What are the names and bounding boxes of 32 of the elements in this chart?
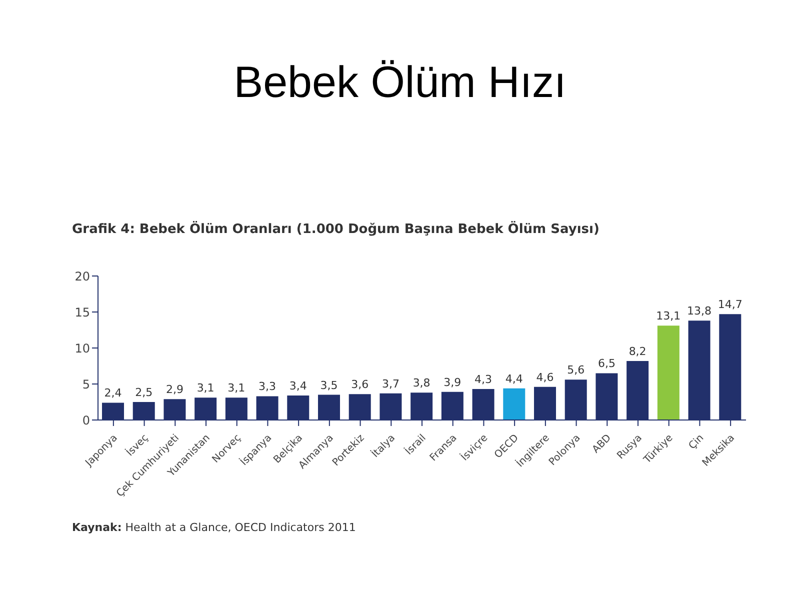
text: Kaynak: Health at a Glance, OECD Indicators 2011 <box>72 521 356 534</box>
data-label: 4,3 <box>474 373 492 386</box>
chart-title: Bebek Ölüm Hızı <box>232 58 568 108</box>
data-label: 13,1 <box>656 310 681 323</box>
data-label: 2,5 <box>135 386 153 399</box>
data-label: 6,5 <box>598 357 616 370</box>
data-label: 4,6 <box>536 370 554 384</box>
data-label: 3,3 <box>258 380 276 394</box>
data-label: 4,4 <box>505 372 523 386</box>
data-label: 3,6 <box>351 378 369 392</box>
data-label: 13,8 <box>687 304 712 318</box>
y-tick-label: 5 <box>82 377 90 392</box>
data-label: 8,2 <box>628 344 646 358</box>
data-label: 3,5 <box>320 378 338 392</box>
data-label: 5,6 <box>567 364 585 377</box>
y-tick-label: 15 <box>74 305 90 320</box>
data-label: 3,7 <box>382 377 400 390</box>
bar <box>503 388 526 420</box>
data-label: 14,7 <box>718 298 742 312</box>
data-label: 2,4 <box>104 386 122 400</box>
data-label: 3,1 <box>228 382 246 395</box>
chart-subtitle: Grafik 4: Bebek Ölüm Oranları (1.000 Doğum Başına Bebek Ölüm Sayısı) <box>72 222 600 237</box>
data-label: 3,1 <box>196 382 214 395</box>
y-tick-label: 10 <box>74 341 90 356</box>
y-tick-label: 0 <box>82 413 90 428</box>
data-label: 2,9 <box>166 383 184 396</box>
x-tick-label: Çin <box>686 432 706 452</box>
data-label: 3,9 <box>444 376 462 389</box>
data-label: 3,8 <box>412 376 430 390</box>
data-label: 3,4 <box>289 380 307 393</box>
bar <box>657 326 680 420</box>
y-tick-label: 20 <box>74 269 90 284</box>
